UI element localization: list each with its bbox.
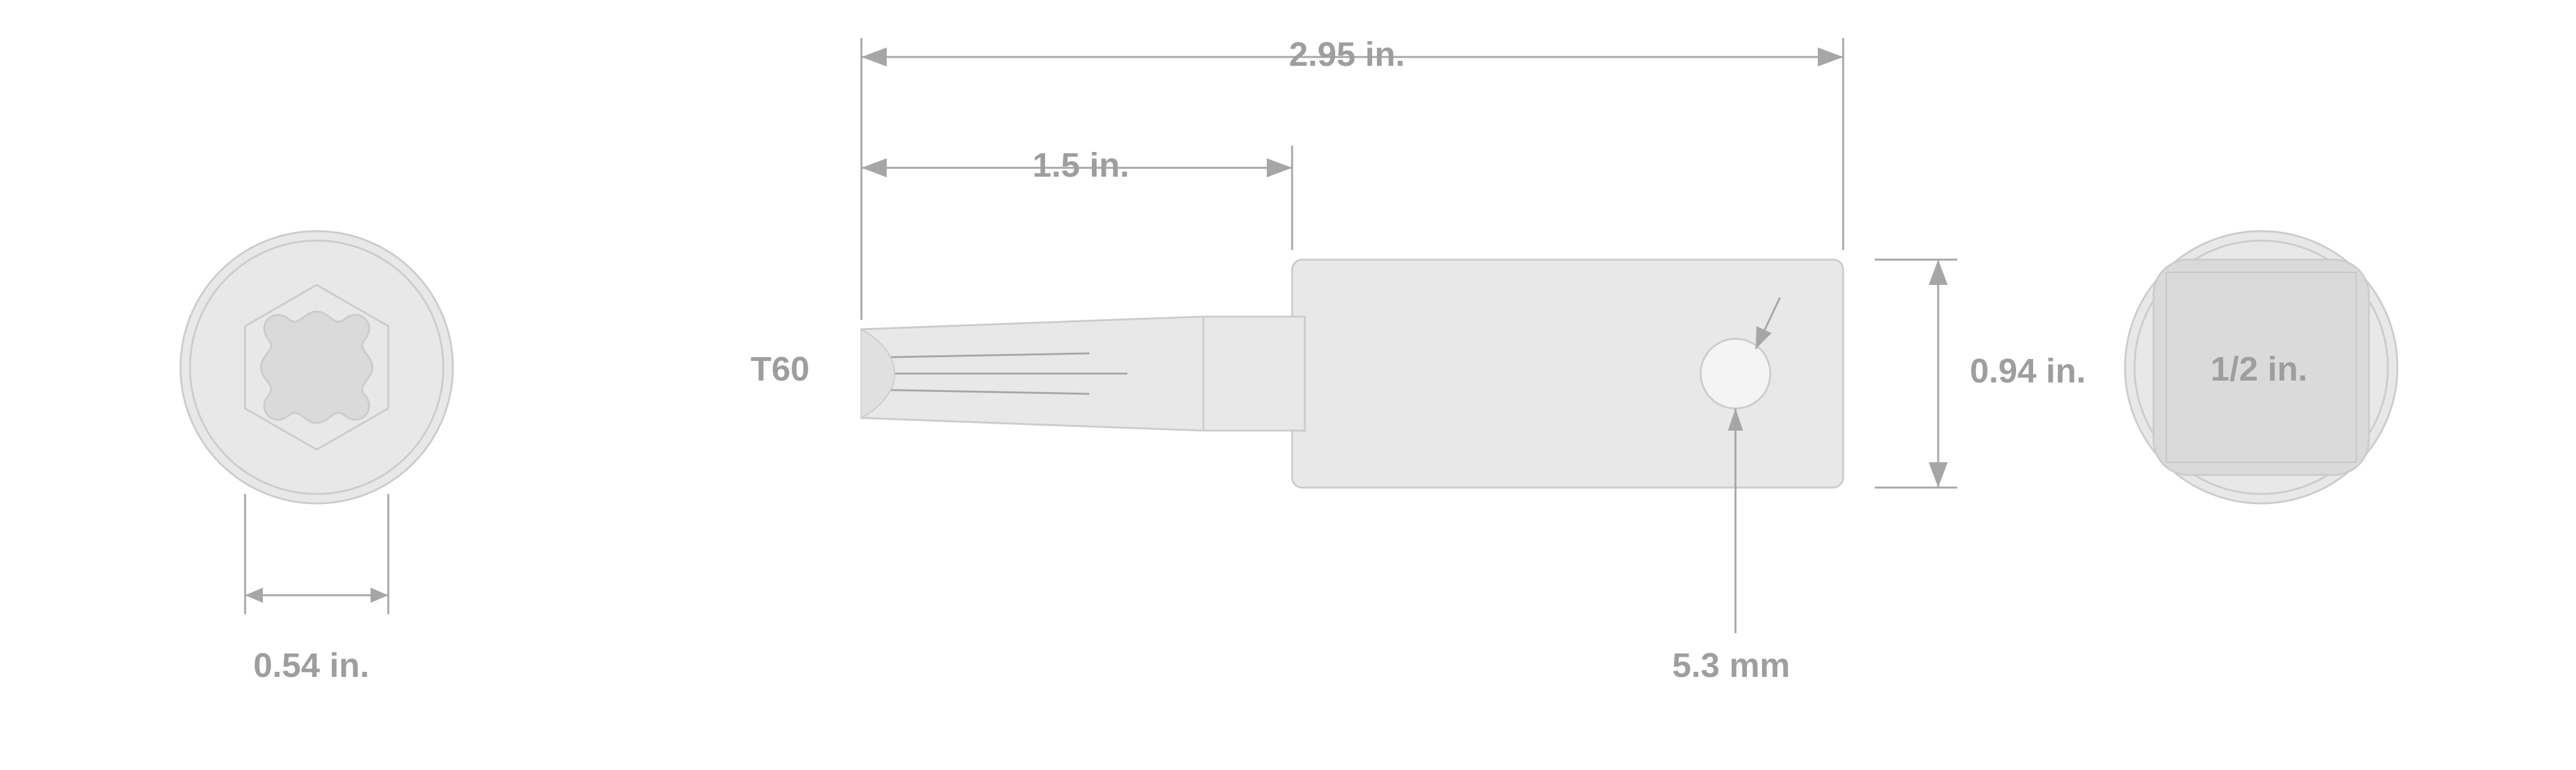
bit-length-label: 1.5 in. xyxy=(1032,146,1129,185)
side-view xyxy=(861,38,1957,633)
diagram-svg xyxy=(0,0,2576,770)
hole-label: 5.3 mm xyxy=(1672,646,1790,685)
technical-diagram: 2.95 in. 1.5 in. T60 0.94 in. 5.3 mm 0.5… xyxy=(0,0,2576,770)
drive-size-label: 1/2 in. xyxy=(2211,350,2307,389)
front-view xyxy=(181,231,453,614)
front-width-label: 0.54 in. xyxy=(253,646,369,685)
height-label: 0.94 in. xyxy=(1970,351,2086,391)
bit-size-label: T60 xyxy=(751,350,809,389)
overall-length-label: 2.95 in. xyxy=(1289,35,1405,74)
